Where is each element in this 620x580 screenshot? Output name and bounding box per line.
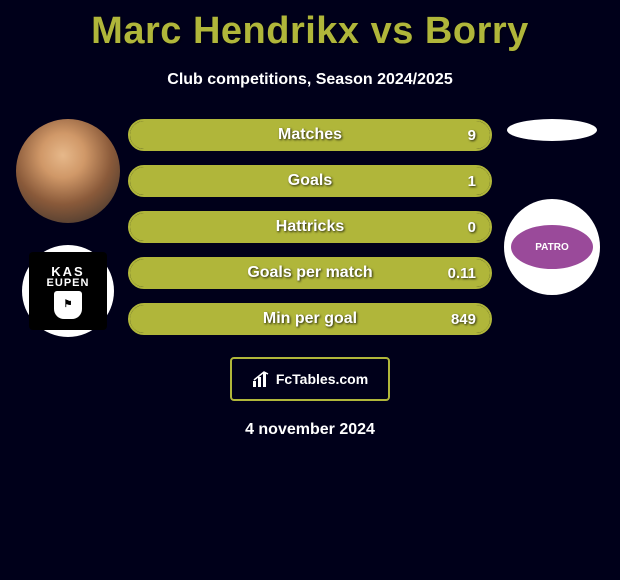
season-subtitle: Club competitions, Season 2024/2025 bbox=[0, 71, 620, 89]
stat-label: Min per goal bbox=[263, 310, 357, 328]
brand-name: FcTables.com bbox=[276, 371, 368, 387]
left-player-avatar bbox=[16, 119, 120, 223]
right-player-avatar bbox=[507, 119, 597, 141]
right-player-panel: PATRO bbox=[492, 119, 612, 337]
stat-bar: Min per goal 849 bbox=[128, 303, 492, 335]
date-label: 4 november 2024 bbox=[0, 421, 620, 439]
left-club-badge: KAS EUPEN ⚑ bbox=[22, 245, 114, 337]
stat-value: 849 bbox=[451, 311, 476, 328]
stat-label: Matches bbox=[278, 126, 342, 144]
stat-bar: Matches 9 bbox=[128, 119, 492, 151]
left-club-badge-inner: KAS EUPEN ⚑ bbox=[29, 252, 107, 330]
comparison-layout: KAS EUPEN ⚑ Matches 9 Goals 1 Hattricks 0 Goal… bbox=[0, 119, 620, 337]
stat-value: 0.11 bbox=[448, 265, 476, 282]
stat-label: Goals bbox=[288, 172, 332, 190]
right-club-badge-inner: PATRO bbox=[511, 225, 593, 269]
stat-value: 1 bbox=[468, 173, 476, 190]
left-club-line2: EUPEN bbox=[47, 277, 90, 289]
stat-value: 9 bbox=[468, 127, 476, 144]
stat-bars: Matches 9 Goals 1 Hattricks 0 Goals per match 0… bbox=[128, 119, 492, 337]
right-club-badge: PATRO bbox=[504, 199, 600, 295]
stat-label: Hattricks bbox=[276, 218, 344, 236]
page-title: Marc Hendrikx vs Borry bbox=[0, 0, 620, 53]
stat-label: Goals per match bbox=[247, 264, 372, 282]
stat-bar: Goals per match 0.11 bbox=[128, 257, 492, 289]
chart-icon bbox=[252, 370, 270, 388]
left-player-panel: KAS EUPEN ⚑ bbox=[8, 119, 128, 337]
stat-bar: Hattricks 0 bbox=[128, 211, 492, 243]
brand-footer[interactable]: FcTables.com bbox=[230, 357, 390, 401]
left-club-shield-icon: ⚑ bbox=[54, 291, 82, 319]
stat-value: 0 bbox=[468, 219, 476, 236]
stat-bar: Goals 1 bbox=[128, 165, 492, 197]
